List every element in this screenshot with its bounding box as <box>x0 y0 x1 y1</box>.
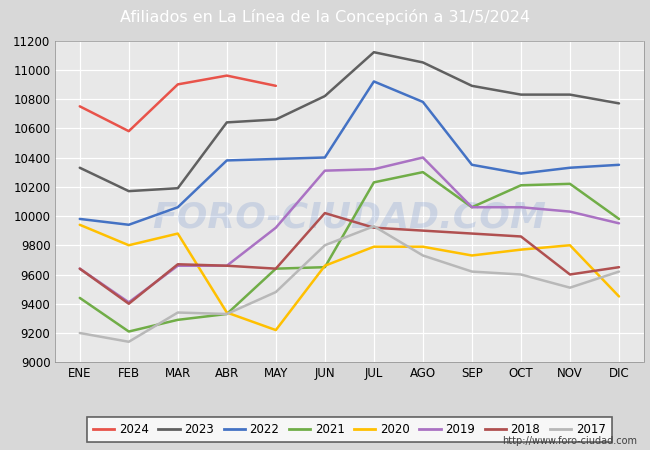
Text: Afiliados en La Línea de la Concepción a 31/5/2024: Afiliados en La Línea de la Concepción a… <box>120 9 530 25</box>
Text: FORO-CIUDAD.COM: FORO-CIUDAD.COM <box>152 200 547 234</box>
Text: http://www.foro-ciudad.com: http://www.foro-ciudad.com <box>502 436 637 446</box>
Legend: 2024, 2023, 2022, 2021, 2020, 2019, 2018, 2017: 2024, 2023, 2022, 2021, 2020, 2019, 2018… <box>87 417 612 441</box>
